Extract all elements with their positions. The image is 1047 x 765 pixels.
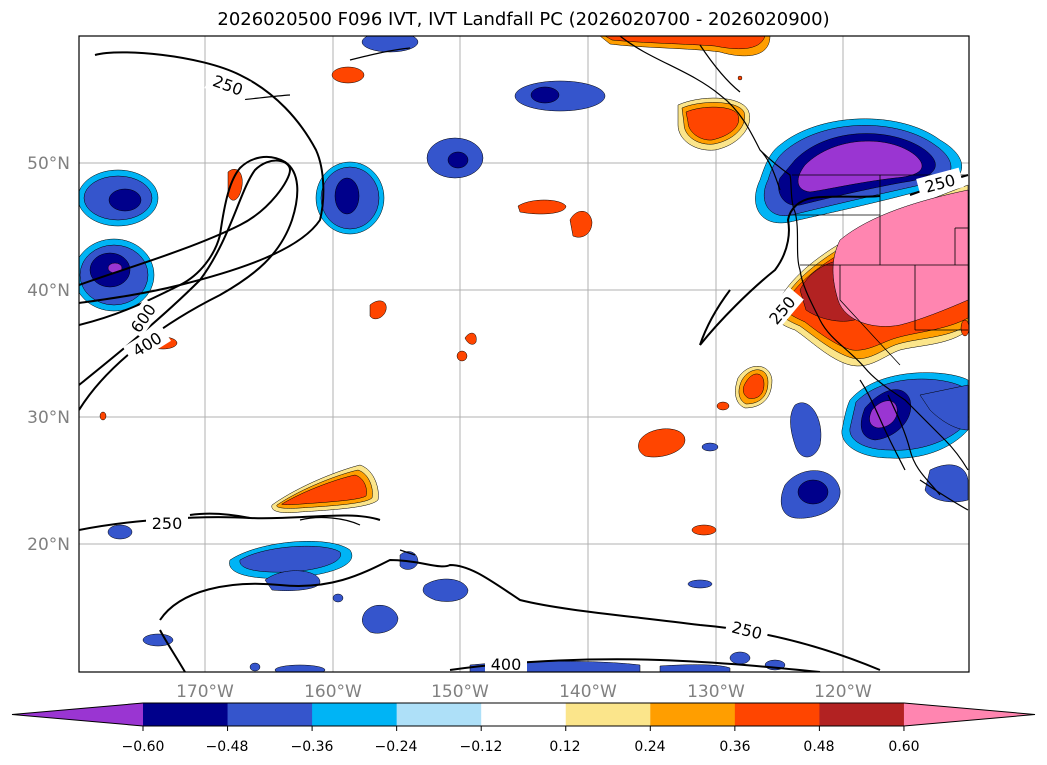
map-frame [78, 35, 970, 673]
lon-label-170w: 170°W [176, 682, 234, 700]
colorbar-segment [734, 703, 820, 726]
lat-label-40n: 40°N [27, 281, 70, 301]
colorbar-segment [396, 703, 482, 726]
lon-label-130w: 130°W [687, 682, 745, 700]
colorbar-segment [650, 703, 736, 726]
colorbar-tick-label: 0.24 [634, 739, 665, 755]
lon-label-140w: 140°W [559, 682, 617, 700]
colorbar-tick-label: 0.60 [888, 739, 919, 755]
colorbar-extend-low [12, 703, 143, 726]
colorbar-ticks [142, 726, 905, 731]
colorbar-tick-label: 0.12 [549, 739, 580, 755]
colorbar-segments [11, 702, 1036, 727]
contour-label: 400 [491, 655, 522, 674]
positive-pc-areas [99, 36, 969, 536]
negative-pc-areas [79, 36, 969, 672]
ivt-contours [79, 51, 969, 672]
colorbar-segment [565, 703, 651, 726]
colorbar-tick-label: −0.60 [122, 739, 165, 755]
lat-label-50n: 50°N [27, 154, 70, 174]
colorbar-tick-label: −0.24 [375, 739, 418, 755]
lon-label-150w: 150°W [431, 682, 489, 700]
lat-label-20n: 20°N [27, 535, 70, 555]
colorbar-tick-label: −0.48 [206, 739, 249, 755]
colorbar-extend-high [903, 703, 1035, 726]
colorbar-tick-label: 0.36 [719, 739, 750, 755]
colorbar-tick-label: −0.36 [291, 739, 334, 755]
lat-label-30n: 30°N [27, 408, 70, 428]
colorbar-segment [312, 703, 398, 726]
colorbar-segment [481, 703, 567, 726]
ivt-map: 250 600 400 250 250 400 250 250 50°N 40°… [27, 35, 970, 700]
contour-label-boxes [123, 67, 964, 672]
colorbar-segment [143, 703, 229, 726]
colorbar-tick-label: 0.48 [803, 739, 834, 755]
map-title: 2026020500 F096 IVT, IVT Landfall PC (20… [217, 9, 830, 30]
contour-label: 250 [152, 514, 183, 533]
lon-label-160w: 160°W [304, 682, 362, 700]
colorbar-segment [819, 703, 905, 726]
coastlines [239, 36, 969, 556]
lon-label-120w: 120°W [814, 682, 872, 700]
colorbar-segment [227, 703, 313, 726]
colorbar-tick-label: −0.12 [460, 739, 503, 755]
